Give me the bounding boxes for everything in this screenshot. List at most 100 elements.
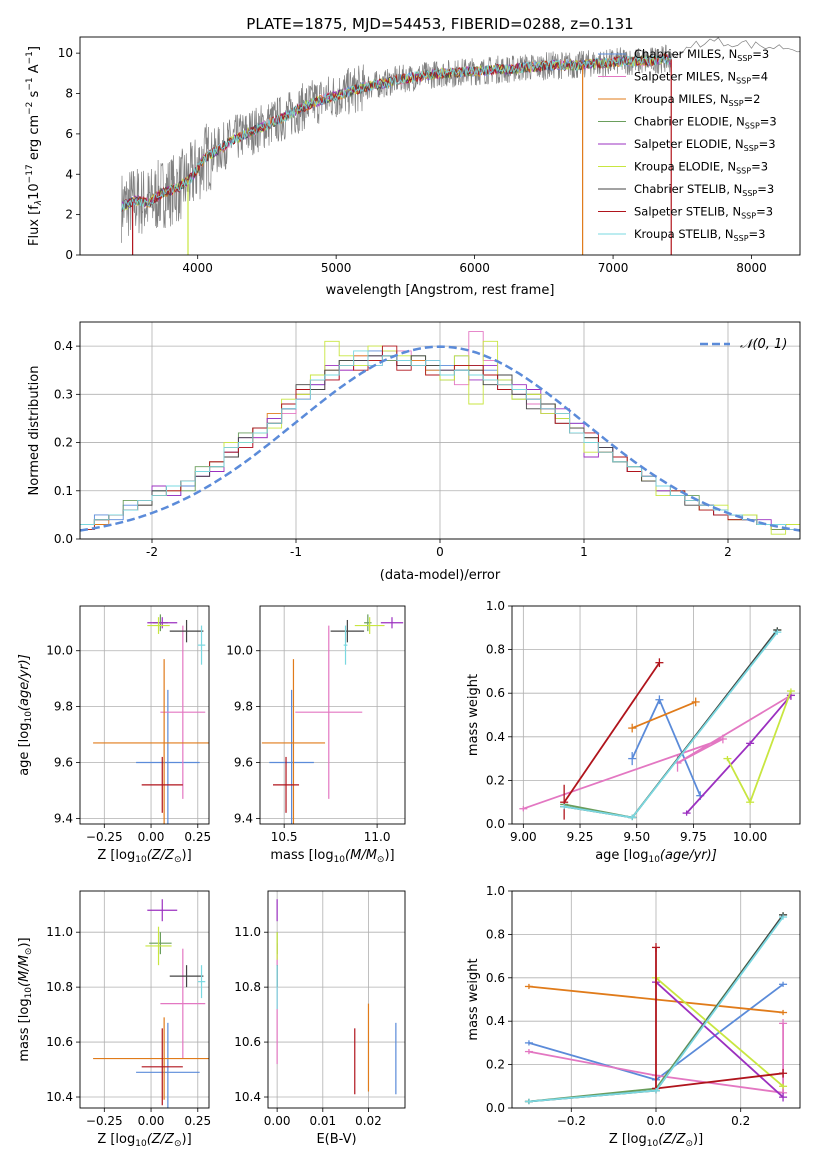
axes-frame (511, 605, 801, 825)
x-tick-label: 9.75 (680, 830, 707, 844)
legend-entry: Kroupa ELODIE, NSSP=3 (634, 160, 768, 176)
plot-area (80, 331, 800, 539)
x-tick-label: 0.25 (184, 830, 211, 844)
x-tick-label: 0.00 (138, 1114, 165, 1128)
x-tick-label: 8000 (736, 261, 767, 275)
x-tick-label: 2 (724, 545, 732, 559)
y-tick-label: 6 (65, 127, 73, 141)
legend-entry: Chabrier STELIB, NSSP=3 (634, 182, 774, 198)
y-tick-label: 0.6 (486, 686, 505, 700)
x-tick-label: 1 (580, 545, 588, 559)
y-axis-label: age [log10(age/yr)] (17, 654, 34, 776)
y-tick-label: 9.4 (234, 811, 253, 825)
x-tick-label: 10.5 (271, 830, 298, 844)
axes-frame (511, 890, 801, 1109)
plot-area (261, 614, 404, 824)
y-tick-label: 0.0 (54, 532, 73, 546)
x-tick-label: 0.00 (264, 1114, 291, 1128)
plot-area (93, 899, 209, 1108)
y-tick-label: 4 (65, 167, 73, 181)
x-tick-label: 0 (436, 545, 444, 559)
weight-line-salpeter-stelib (655, 947, 784, 1090)
y-tick-label: 0 (65, 248, 73, 262)
weight-line-salpeter-miles (523, 694, 792, 810)
y-tick-label: 0.2 (486, 1058, 505, 1072)
plot-area (93, 614, 209, 824)
spectrum-panel: 4000 5000 6000 7000 8000 0 2 4 6 8 10 Chabrier MILE… (25, 36, 801, 298)
histogram-step-kroupa-stelib (80, 350, 800, 539)
legend-entry: Salpeter STELIB, NSSP=3 (634, 205, 773, 221)
y-tick-label: 0.6 (486, 971, 505, 985)
x-tick-label: 9.25 (567, 830, 594, 844)
y-tick-label: 9.6 (54, 756, 73, 770)
x-tick-label: 5000 (321, 261, 352, 275)
y-tick-label: 11.0 (234, 925, 261, 939)
y-tick-label: 9.6 (234, 756, 253, 770)
x-tick-label: 0.0 (646, 1114, 665, 1128)
axes-frame (259, 605, 406, 825)
y-tick-label: 0.2 (54, 436, 73, 450)
y-axis-label: mass [log10(M/M⊙)] (17, 937, 34, 1061)
mass-vs-metallicity-panel: −0.25 0.00 0.25 10.4 10.6 10.8 11.0 Z [log10(Z/… (17, 890, 211, 1149)
x-axis-label: (data-model)/error (380, 568, 501, 583)
y-tick-label: 10.6 (234, 1035, 261, 1049)
y-tick-label: 0.4 (54, 339, 73, 353)
y-tick-label: 10.4 (46, 1090, 73, 1104)
x-tick-label: 0.2 (731, 1114, 750, 1128)
x-tick-label: 10.00 (733, 830, 767, 844)
legend-entry: Salpeter ELODIE, NSSP=3 (634, 137, 776, 153)
y-tick-label: 10.8 (234, 980, 261, 994)
x-axis-label: age [log10(age/yr)] (595, 848, 717, 865)
age-vs-metallicity-panel: −0.25 0.00 0.25 9.4 9.6 9.8 10.0 Z [log10(Z/Z⊙)… (17, 605, 211, 865)
y-axis-label: Flux [fλ10−17 erg cm−2 s−1 A−1] (25, 46, 44, 246)
plot-area (276, 899, 397, 1095)
y-tick-label: 0.1 (54, 484, 73, 498)
x-axis-label: Z [log10(Z/Z⊙)] (97, 848, 191, 865)
legend-entry: Salpeter MILES, NSSP=4 (634, 70, 768, 86)
x-tick-label: 4000 (182, 261, 213, 275)
y-tick-label: 10.4 (234, 1090, 261, 1104)
weight-line-salpeter-miles (528, 1023, 784, 1094)
plot-area (524, 912, 788, 1105)
y-tick-label: 2 (65, 208, 73, 222)
x-tick-label: 9.50 (623, 830, 650, 844)
y-tick-label: 9.8 (234, 700, 253, 714)
y-tick-label: 8 (65, 87, 73, 101)
y-tick-label: 0.8 (486, 927, 505, 941)
y-tick-label: 0.0 (486, 1101, 505, 1115)
weight-line-chabrier-elodie (564, 629, 779, 819)
mass-vs-ebv-panel: 0.00 0.01 0.02 10.4 10.6 10.8 11.0 E(B-V) (234, 890, 406, 1147)
legend-entry: Chabrier MILES, NSSP=3 (634, 47, 769, 63)
y-tick-label: 9.8 (54, 700, 73, 714)
age-vs-mass-panel: 10.5 11.0 9.4 9.6 9.8 10.0 mass [log10(M/M⊙)] (226, 605, 406, 865)
x-tick-label: −0.2 (557, 1114, 586, 1128)
legend-entry: Kroupa STELIB, NSSP=3 (634, 227, 765, 243)
x-tick-label: 0.00 (138, 830, 165, 844)
y-tick-label: 0.4 (486, 730, 505, 744)
axes-frame (79, 36, 801, 256)
x-tick-label: 11.0 (364, 830, 391, 844)
y-tick-label: 1.0 (486, 884, 505, 898)
y-tick-label: 10 (58, 46, 73, 60)
axes-frame (79, 890, 210, 1109)
y-axis-label: mass weight (466, 958, 481, 1040)
x-tick-label: -1 (290, 545, 302, 559)
y-tick-label: 10.0 (226, 644, 253, 658)
y-tick-label: 1.0 (486, 599, 505, 613)
x-axis-label: Z [log10(Z/Z⊙)] (97, 1132, 191, 1149)
y-tick-label: 10.0 (46, 644, 73, 658)
x-axis-label: E(B-V) (316, 1132, 356, 1147)
plot-area (519, 627, 795, 821)
weight-line-kroupa-miles (631, 701, 697, 729)
weight-vs-age-panel: 9.00 9.25 9.50 9.75 10.00 0.0 0.2 0.4 0.6 0.8 1.0 a… (466, 599, 801, 865)
y-tick-label: 0.8 (486, 643, 505, 657)
x-tick-label: 0.25 (184, 1114, 211, 1128)
residual-histogram-panel: -2 -1 0 1 2 0.0 0.1 0.2 0.3 0.4 𝒩(0, 1) (data-model… (27, 321, 801, 583)
figure-title: PLATE=1875, MJD=54453, FIBERID=0288, z=0… (246, 15, 633, 33)
plot-area (121, 37, 800, 255)
x-tick-label: −0.25 (86, 830, 123, 844)
x-tick-label: 7000 (598, 261, 629, 275)
x-tick-label: -2 (146, 545, 158, 559)
y-axis-label: mass weight (466, 674, 481, 756)
